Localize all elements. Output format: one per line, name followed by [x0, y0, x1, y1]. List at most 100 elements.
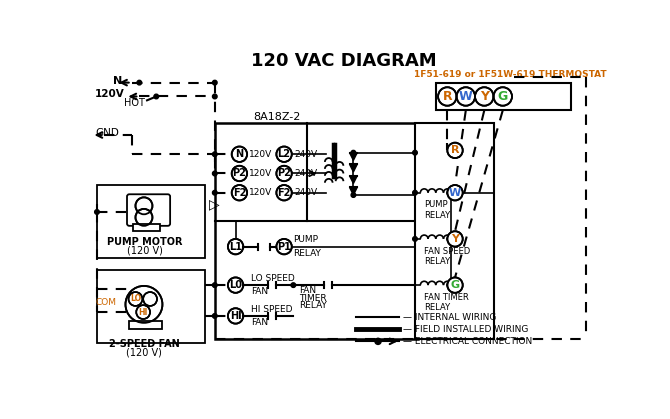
Text: TIMER: TIMER	[299, 294, 327, 303]
Circle shape	[277, 185, 291, 200]
Circle shape	[212, 313, 217, 318]
Circle shape	[212, 171, 217, 176]
Circle shape	[413, 190, 417, 195]
Circle shape	[143, 292, 157, 306]
FancyBboxPatch shape	[127, 194, 170, 226]
Circle shape	[413, 150, 417, 155]
Circle shape	[438, 87, 456, 106]
Text: L2: L2	[277, 149, 291, 159]
Circle shape	[456, 87, 475, 106]
Text: W: W	[449, 188, 461, 198]
Text: F2: F2	[277, 188, 291, 198]
Text: PUMP
RELAY: PUMP RELAY	[424, 200, 450, 220]
Text: FAN TIMER
RELAY: FAN TIMER RELAY	[424, 293, 469, 312]
Circle shape	[212, 283, 217, 287]
Circle shape	[277, 239, 291, 254]
Text: FAN: FAN	[251, 318, 268, 327]
Polygon shape	[350, 187, 357, 195]
Polygon shape	[350, 176, 357, 184]
Circle shape	[135, 209, 152, 226]
Text: L1: L1	[229, 242, 242, 252]
Text: P2: P2	[277, 168, 291, 178]
Text: P1: P1	[277, 242, 291, 252]
Circle shape	[212, 80, 217, 85]
Text: 120V: 120V	[249, 169, 273, 178]
Polygon shape	[350, 164, 357, 172]
Circle shape	[232, 166, 247, 181]
Circle shape	[448, 277, 463, 293]
Polygon shape	[350, 153, 357, 160]
Circle shape	[228, 239, 243, 254]
Text: HOT: HOT	[124, 98, 145, 108]
Text: HI: HI	[230, 311, 241, 321]
Text: 1F51-619 or 1F51W-619 THERMOSTAT: 1F51-619 or 1F51W-619 THERMOSTAT	[414, 70, 607, 80]
Circle shape	[448, 185, 463, 200]
Text: 240V: 240V	[294, 169, 317, 178]
Text: FAN SPEED
RELAY: FAN SPEED RELAY	[424, 247, 470, 266]
Text: 8A18Z-2: 8A18Z-2	[253, 112, 301, 122]
Text: HI: HI	[139, 308, 148, 317]
Circle shape	[136, 305, 150, 319]
Circle shape	[413, 237, 417, 241]
FancyBboxPatch shape	[415, 124, 494, 339]
Circle shape	[228, 308, 243, 323]
Text: 120 VAC DIAGRAM: 120 VAC DIAGRAM	[251, 52, 436, 70]
Text: — ELECTRICAL CONNECTION: — ELECTRICAL CONNECTION	[403, 337, 532, 346]
Text: (120 V): (120 V)	[126, 348, 162, 358]
Circle shape	[448, 143, 463, 158]
Circle shape	[494, 87, 512, 106]
Text: LO SPEED: LO SPEED	[251, 274, 295, 283]
Circle shape	[232, 185, 247, 200]
Text: Y: Y	[451, 234, 459, 244]
Text: 240V: 240V	[294, 150, 317, 159]
Text: N: N	[235, 149, 243, 159]
Circle shape	[212, 152, 217, 157]
Text: R: R	[442, 90, 452, 103]
Circle shape	[291, 283, 295, 287]
Circle shape	[129, 292, 143, 306]
Circle shape	[228, 277, 243, 293]
Text: FAN: FAN	[299, 286, 317, 295]
Circle shape	[125, 286, 162, 323]
Text: (120 V): (120 V)	[127, 246, 163, 256]
Text: HI SPEED: HI SPEED	[251, 305, 293, 313]
Circle shape	[212, 94, 217, 99]
Text: W: W	[459, 90, 472, 103]
Text: RELAY: RELAY	[299, 301, 328, 310]
Text: GND: GND	[95, 128, 119, 138]
Circle shape	[135, 197, 152, 214]
Text: R: R	[451, 145, 459, 155]
Circle shape	[351, 193, 356, 197]
Text: PUMP MOTOR: PUMP MOTOR	[107, 237, 182, 247]
Text: 120V: 120V	[249, 150, 273, 159]
Text: L0: L0	[229, 280, 242, 290]
Circle shape	[137, 80, 141, 85]
Text: P2: P2	[232, 168, 247, 178]
Circle shape	[375, 338, 381, 344]
Circle shape	[277, 147, 291, 162]
Text: 240V: 240V	[294, 188, 317, 197]
FancyBboxPatch shape	[436, 83, 571, 110]
Circle shape	[154, 94, 159, 99]
FancyBboxPatch shape	[215, 124, 415, 339]
Text: G: G	[498, 90, 508, 103]
FancyBboxPatch shape	[133, 223, 160, 231]
Text: F2: F2	[232, 188, 246, 198]
Circle shape	[212, 190, 217, 195]
Circle shape	[277, 166, 291, 181]
Text: 120V: 120V	[94, 89, 125, 99]
Text: FAN: FAN	[251, 287, 268, 296]
Text: G: G	[450, 280, 460, 290]
Circle shape	[475, 87, 494, 106]
Text: — FIELD INSTALLED WIRING: — FIELD INSTALLED WIRING	[403, 325, 528, 334]
Text: PUMP: PUMP	[293, 235, 318, 244]
Text: 120V: 120V	[249, 188, 273, 197]
Text: N: N	[113, 76, 123, 86]
Circle shape	[232, 147, 247, 162]
Text: COM: COM	[95, 297, 116, 307]
FancyBboxPatch shape	[129, 321, 162, 329]
Text: RELAY: RELAY	[293, 249, 321, 258]
Circle shape	[351, 150, 356, 155]
Text: Y: Y	[480, 90, 489, 103]
Text: LO: LO	[130, 295, 141, 303]
